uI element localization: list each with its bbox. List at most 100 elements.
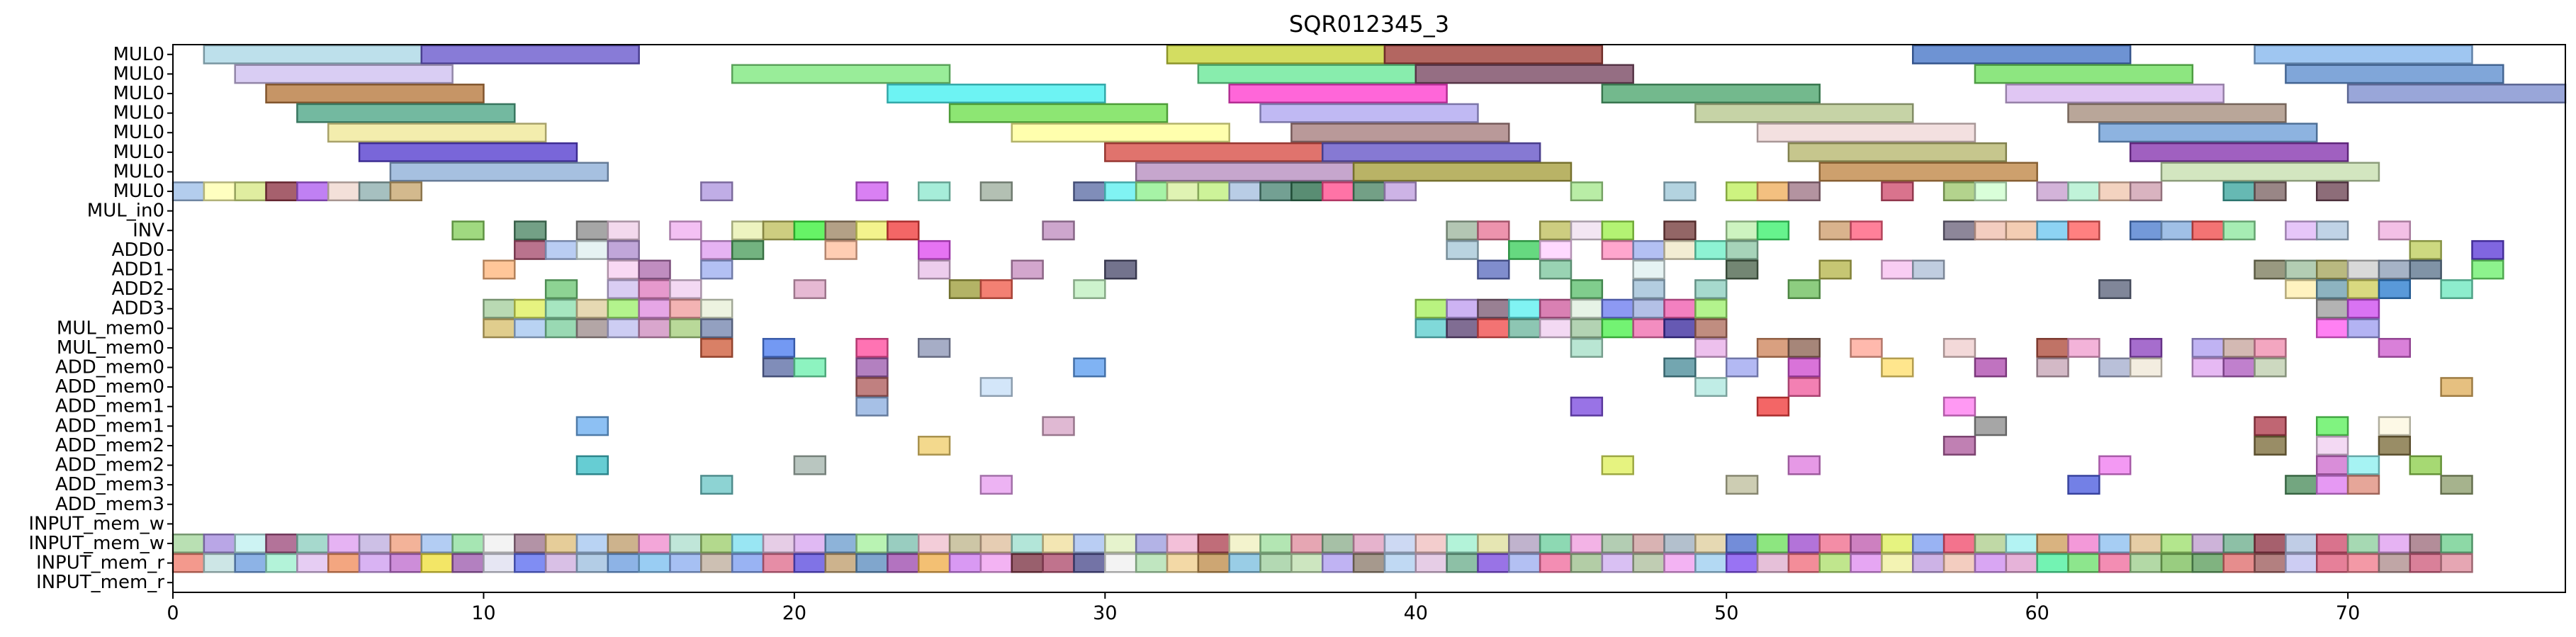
gantt-bar — [2315, 553, 2349, 573]
gantt-bar — [607, 279, 640, 300]
gantt-bar — [203, 553, 236, 573]
gantt-bar — [731, 239, 765, 260]
gantt-bar — [607, 534, 640, 553]
gantt-bar — [669, 279, 702, 300]
gantt-bar — [1446, 220, 1479, 241]
gantt-bar — [948, 103, 1169, 123]
gantt-bar — [793, 220, 826, 241]
gantt-bar — [2222, 357, 2256, 378]
y-tick-label: MUL0 — [113, 63, 165, 84]
gantt-bar — [2346, 298, 2380, 319]
gantt-bar — [824, 239, 857, 260]
gantt-bar — [887, 220, 920, 241]
y-tick-label: MUL0 — [113, 83, 165, 104]
gantt-bar — [1539, 318, 1573, 339]
gantt-bar — [1632, 279, 1665, 300]
gantt-bar — [1942, 396, 1976, 417]
gantt-bar — [918, 337, 951, 358]
gantt-bar — [1912, 534, 1945, 553]
gantt-bar — [2222, 337, 2256, 358]
gantt-bar — [2346, 455, 2380, 475]
gantt-bar — [824, 534, 857, 553]
gantt-bar — [2222, 553, 2256, 573]
y-tick-label: ADD3 — [112, 298, 164, 320]
gantt-bar — [1601, 318, 1634, 339]
gantt-bar — [793, 279, 826, 300]
gantt-bar — [669, 220, 702, 241]
gantt-bar — [1073, 534, 1106, 553]
gantt-bar — [855, 377, 889, 398]
gantt-bar — [483, 534, 516, 553]
y-tick-label: MUL_mem0 — [57, 337, 164, 359]
gantt-bar — [979, 279, 1013, 300]
gantt-bar — [1104, 534, 1137, 553]
gantt-bar — [2285, 475, 2318, 495]
gantt-bar — [2315, 298, 2349, 319]
gantt-bar — [1570, 396, 1604, 417]
gantt-bar — [2005, 534, 2038, 553]
gantt-bar — [358, 181, 392, 202]
y-tick-label: ADD0 — [112, 239, 164, 261]
gantt-bar — [1725, 357, 1759, 378]
y-axis: MUL0MUL0MUL0MUL0MUL0MUL0MUL0MUL0MUL_in0I… — [28, 44, 173, 593]
gantt-bar — [1601, 298, 1634, 319]
gantt-bar — [1321, 553, 1355, 573]
gantt-bar — [638, 318, 671, 339]
gantt-bar — [389, 162, 609, 182]
gantt-bar — [607, 553, 640, 573]
gantt-bar — [2067, 181, 2100, 202]
gantt-bar — [2254, 44, 2473, 64]
gantt-bar — [1290, 534, 1324, 553]
gantt-bar — [203, 44, 423, 64]
gantt-bar — [2098, 357, 2132, 378]
gantt-bar — [1352, 181, 1386, 202]
gantt-bar — [2254, 357, 2287, 378]
gantt-bar — [1135, 553, 1169, 573]
y-tick-label: MUL_mem0 — [57, 317, 164, 339]
y-tick-label: MUL_in0 — [87, 201, 164, 222]
gantt-bar — [607, 239, 640, 260]
gantt-bar — [1725, 553, 1759, 573]
gantt-bar — [1787, 337, 1821, 358]
gantt-bar — [700, 298, 733, 319]
gantt-bar — [1787, 181, 1821, 202]
gantt-bar — [1974, 357, 2008, 378]
gantt-bar — [2285, 64, 2504, 84]
gantt-bar — [1446, 298, 1479, 319]
gantt-bar — [420, 44, 640, 64]
gantt-bar — [1383, 181, 1417, 202]
gantt-bar — [1942, 220, 1976, 241]
gantt-bar — [731, 64, 951, 84]
gantt-bar — [2285, 553, 2318, 573]
gantt-bar — [544, 534, 578, 553]
gantt-bar — [731, 534, 765, 553]
gantt-bar — [1446, 239, 1479, 260]
gantt-bar — [2346, 534, 2380, 553]
y-tick-label: ADD2 — [112, 278, 164, 300]
gantt-bar — [2346, 84, 2567, 103]
gantt-bar — [2005, 84, 2225, 103]
x-tick-label: 20 — [782, 602, 806, 624]
gantt-bar — [327, 123, 547, 143]
gantt-bar — [2378, 220, 2412, 241]
gantt-bar — [2036, 534, 2069, 553]
gantt-bar — [2346, 259, 2380, 280]
x-tick-label: 40 — [1404, 602, 1428, 624]
gantt-bar — [1570, 534, 1604, 553]
gantt-bar — [544, 318, 578, 339]
gantt-bar — [1787, 279, 1821, 300]
gantt-bar — [1787, 377, 1821, 398]
gantt-bar — [855, 181, 889, 202]
gantt-bar — [2409, 259, 2442, 280]
gantt-bar — [575, 239, 609, 260]
gantt-bar — [979, 534, 1013, 553]
gantt-bar — [1663, 181, 1697, 202]
gantt-bar — [2036, 181, 2069, 202]
gantt-bar — [2440, 279, 2473, 300]
gantt-bar — [1414, 298, 1448, 319]
gantt-bar — [2315, 534, 2349, 553]
gantt-bar — [265, 84, 485, 103]
gantt-bar — [1881, 553, 1914, 573]
gantt-bar — [1135, 181, 1169, 202]
gantt-bar — [1539, 239, 1573, 260]
